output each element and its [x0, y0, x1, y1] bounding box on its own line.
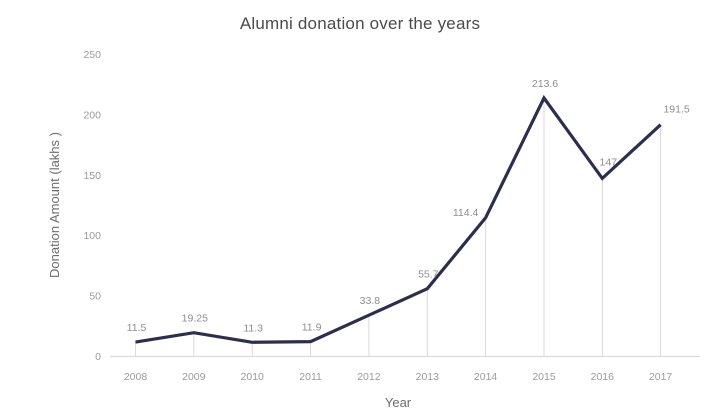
data-label-2012: 33.8	[360, 295, 381, 307]
data-label-2014: 114.4	[453, 207, 479, 219]
y-tick-label-250: 250	[83, 49, 101, 61]
y-tick-label-0: 0	[95, 351, 101, 363]
x-tick-label-2012: 2012	[357, 371, 381, 383]
data-label-2016: 147	[600, 156, 618, 168]
data-label-2009: 19.25	[182, 313, 208, 325]
data-label-2017: 191.5	[663, 104, 689, 116]
y-axis-title: Donation Amount (lakhs )	[47, 132, 62, 278]
y-tick-label-50: 50	[89, 291, 101, 303]
x-tick-label-2008: 2008	[124, 371, 148, 383]
data-point-labels: 11.5 19.25 11.3 11.9 33.8 55.7 114.4 213…	[127, 78, 690, 334]
x-axis-title: Year	[385, 395, 412, 410]
drop-lines	[135, 98, 662, 356]
data-label-2010: 11.3	[243, 322, 263, 334]
x-tick-label-2017: 2017	[649, 371, 673, 383]
y-tick-label-150: 150	[83, 170, 101, 182]
x-tick-label-2015: 2015	[532, 371, 556, 383]
y-tick-label-100: 100	[83, 230, 101, 242]
x-tick-label-2010: 2010	[241, 371, 265, 383]
x-tick-label-2013: 2013	[416, 371, 440, 383]
chart-title: Alumni donation over the years	[239, 14, 481, 33]
data-label-2011: 11.9	[302, 322, 322, 334]
x-axis-tick-labels: 2008 2009 2010 2011 2012 2013 2014 2015 …	[124, 371, 673, 383]
x-tick-label-2011: 2011	[299, 371, 322, 383]
donation-line-series	[135, 94, 662, 344]
y-tick-label-200: 200	[83, 109, 101, 121]
x-tick-label-2016: 2016	[591, 371, 615, 383]
data-label-2015: 213.6	[532, 78, 558, 90]
data-label-2008: 11.5	[127, 322, 147, 334]
data-label-2013: 55.7	[418, 269, 439, 281]
x-tick-label-2014: 2014	[474, 371, 498, 383]
x-tick-label-2009: 2009	[182, 371, 206, 383]
y-axis-tick-labels: 250 200 150 100 50 0	[83, 49, 101, 363]
